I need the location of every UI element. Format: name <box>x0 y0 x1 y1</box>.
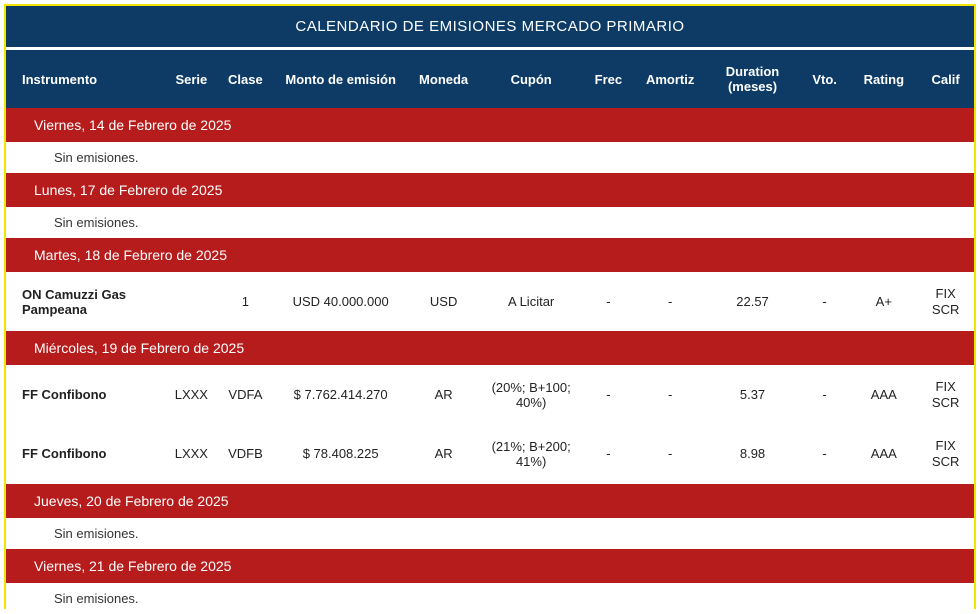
date-cell: Lunes, 17 de Febrero de 2025 <box>6 173 974 207</box>
cell-rating: AAA <box>850 365 917 424</box>
col-header-serie: Serie <box>166 49 217 109</box>
date-cell: Jueves, 20 de Febrero de 2025 <box>6 484 974 518</box>
cell-calif: FIXSCR <box>917 272 974 331</box>
cell-vto: - <box>799 272 850 331</box>
cell-moneda: USD <box>408 272 480 331</box>
cell-rating: A+ <box>850 272 917 331</box>
cell-rating: AAA <box>850 424 917 483</box>
cell-duration: 8.98 <box>706 424 799 483</box>
page-title: CALENDARIO DE EMISIONES MERCADO PRIMARIO <box>6 6 974 47</box>
empty-cell: Sin emisiones. <box>6 142 974 173</box>
cell-cupon: (20%; B+100; 40%) <box>480 365 583 424</box>
cell-monto: USD 40.000.000 <box>274 272 408 331</box>
cell-frec: - <box>583 365 634 424</box>
col-header-frec: Frec <box>583 49 634 109</box>
date-cell: Martes, 18 de Febrero de 2025 <box>6 238 974 272</box>
table-row: ON Camuzzi Gas Pampeana 1USD 40.000.000US… <box>6 272 974 331</box>
cell-instrumento: FF Confibono <box>6 424 166 483</box>
empty-row: Sin emisiones. <box>6 207 974 238</box>
cell-frec: - <box>583 424 634 483</box>
empty-cell: Sin emisiones. <box>6 207 974 238</box>
emissions-table: Instrumento Serie Clase Monto de emisión… <box>6 47 974 614</box>
date-row: Jueves, 20 de Febrero de 2025 <box>6 484 974 518</box>
cell-frec: - <box>583 272 634 331</box>
empty-row: Sin emisiones. <box>6 583 974 614</box>
col-header-rating: Rating <box>850 49 917 109</box>
date-row: Viernes, 14 de Febrero de 2025 <box>6 108 974 142</box>
cell-clase: 1 <box>217 272 274 331</box>
cell-moneda: AR <box>408 424 480 483</box>
date-cell: Viernes, 14 de Febrero de 2025 <box>6 108 974 142</box>
cell-amortiz: - <box>634 365 706 424</box>
cell-amortiz: - <box>634 424 706 483</box>
cell-moneda: AR <box>408 365 480 424</box>
col-header-clase: Clase <box>217 49 274 109</box>
date-row: Lunes, 17 de Febrero de 2025 <box>6 173 974 207</box>
cell-instrumento: ON Camuzzi Gas Pampeana <box>6 272 166 331</box>
cell-clase: VDFA <box>217 365 274 424</box>
date-row: Viernes, 21 de Febrero de 2025 <box>6 549 974 583</box>
cell-vto: - <box>799 365 850 424</box>
empty-cell: Sin emisiones. <box>6 583 974 614</box>
empty-row: Sin emisiones. <box>6 142 974 173</box>
col-header-duration: Duration (meses) <box>706 49 799 109</box>
col-header-amortiz: Amortiz <box>634 49 706 109</box>
cell-serie: LXXX <box>166 365 217 424</box>
cell-serie <box>166 272 217 331</box>
cell-monto: $ 7.762.414.270 <box>274 365 408 424</box>
col-header-cupon: Cupón <box>480 49 583 109</box>
calendar-container: CALENDARIO DE EMISIONES MERCADO PRIMARIO… <box>4 4 976 609</box>
col-header-moneda: Moneda <box>408 49 480 109</box>
cell-cupon: (21%; B+200; 41%) <box>480 424 583 483</box>
col-header-vto: Vto. <box>799 49 850 109</box>
cell-clase: VDFB <box>217 424 274 483</box>
cell-monto: $ 78.408.225 <box>274 424 408 483</box>
date-cell: Viernes, 21 de Febrero de 2025 <box>6 549 974 583</box>
table-row: FF ConfibonoLXXXVDFA$ 7.762.414.270AR(20… <box>6 365 974 424</box>
cell-duration: 22.57 <box>706 272 799 331</box>
col-header-calif: Calif <box>917 49 974 109</box>
cell-duration: 5.37 <box>706 365 799 424</box>
cell-amortiz: - <box>634 272 706 331</box>
cell-instrumento: FF Confibono <box>6 365 166 424</box>
empty-cell: Sin emisiones. <box>6 518 974 549</box>
cell-calif: FIXSCR <box>917 365 974 424</box>
col-header-instrumento: Instrumento <box>6 49 166 109</box>
date-cell: Miércoles, 19 de Febrero de 2025 <box>6 331 974 365</box>
header-row: Instrumento Serie Clase Monto de emisión… <box>6 49 974 109</box>
col-header-monto: Monto de emisión <box>274 49 408 109</box>
empty-row: Sin emisiones. <box>6 518 974 549</box>
cell-calif: FIXSCR <box>917 424 974 483</box>
table-body: Viernes, 14 de Febrero de 2025Sin emisio… <box>6 108 974 614</box>
date-row: Martes, 18 de Febrero de 2025 <box>6 238 974 272</box>
date-row: Miércoles, 19 de Febrero de 2025 <box>6 331 974 365</box>
table-row: FF ConfibonoLXXXVDFB$ 78.408.225AR(21%; … <box>6 424 974 483</box>
cell-vto: - <box>799 424 850 483</box>
cell-serie: LXXX <box>166 424 217 483</box>
cell-cupon: A Licitar <box>480 272 583 331</box>
